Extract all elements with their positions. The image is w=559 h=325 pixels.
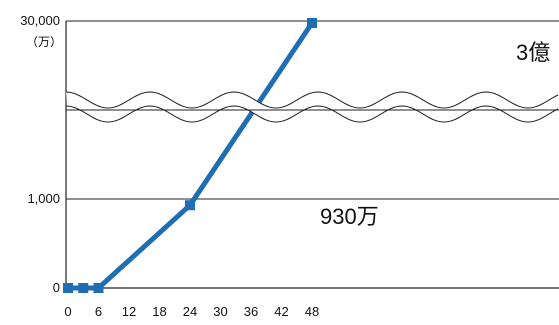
series-line <box>65 20 315 291</box>
x-tick-label: 30 <box>213 304 227 319</box>
axis-break-symbol <box>65 91 559 123</box>
annotation-label: 930万 <box>320 204 379 229</box>
x-tick-label: 24 <box>183 304 197 319</box>
series-markers <box>63 18 317 293</box>
y-tick-labels: 0 1,000 30,000 <box>20 13 60 295</box>
series-point-3 <box>185 200 195 211</box>
series-point-0 <box>63 283 73 293</box>
x-tick-label: 48 <box>305 304 319 319</box>
x-tick-label: 42 <box>274 304 288 319</box>
series-point-4 <box>307 18 317 28</box>
y-tick-label: 0 <box>53 280 60 295</box>
axis-break-wave-bottom <box>65 105 559 123</box>
x-tick-label: 18 <box>152 304 166 319</box>
x-tick-label: 6 <box>95 304 102 319</box>
y-axis-unit: （万） <box>26 35 62 49</box>
series-point-2 <box>93 283 104 293</box>
axis-break-wave-top <box>65 91 559 109</box>
x-tick-label: 12 <box>122 304 136 319</box>
annotation-label: 3億 <box>516 40 550 65</box>
axis-break-fill <box>66 92 559 122</box>
y-tick-label: 1,000 <box>27 191 60 206</box>
x-tick-labels: 0 6 12 18 24 30 36 42 48 <box>64 304 319 319</box>
annotations: 930万 3億 <box>320 40 550 229</box>
series-point-1 <box>78 283 89 293</box>
y-tick-label: 30,000 <box>20 13 60 28</box>
x-tick-label: 36 <box>244 304 258 319</box>
x-tick-label: 0 <box>64 304 71 319</box>
